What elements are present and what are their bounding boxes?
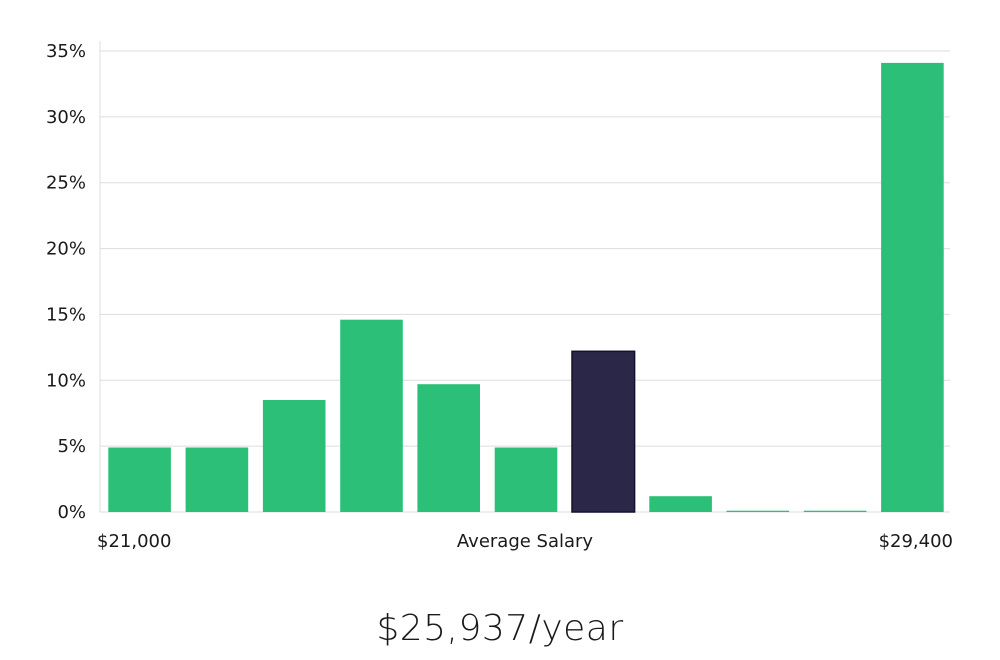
salary-histogram-chart: 0% 5% 10% 15% 20% 25% 30% 35% $21,000 Average S… [46,41,953,552]
bars [108,62,944,513]
bar [185,447,249,512]
x-axis-max-label: $29,400 [879,531,953,552]
y-tick-label: 10% [46,370,86,391]
y-tick-label: 15% [46,304,86,325]
y-tick-label: 25% [46,173,86,194]
bar [803,510,867,512]
bar-highlight [571,350,636,513]
y-tick-label: 0% [57,502,86,523]
bar [649,496,712,512]
y-tick-label: 30% [46,107,86,128]
x-axis-title: Average Salary [457,531,594,552]
y-tick-label: 20% [46,239,86,260]
bar [108,447,171,512]
bar [417,384,480,512]
y-axis-tick-labels: 0% 5% 10% 15% 20% 25% 30% 35% [46,41,86,523]
grid-lines [100,50,950,513]
y-tick-label: 5% [57,436,86,457]
bar [340,319,403,512]
bar [262,400,326,512]
y-tick-label: 35% [46,41,86,62]
average-salary-value: $25,937/year [376,608,624,649]
bar [494,447,558,512]
x-axis-min-label: $21,000 [97,531,171,552]
bar [881,62,944,513]
bar [726,510,790,512]
